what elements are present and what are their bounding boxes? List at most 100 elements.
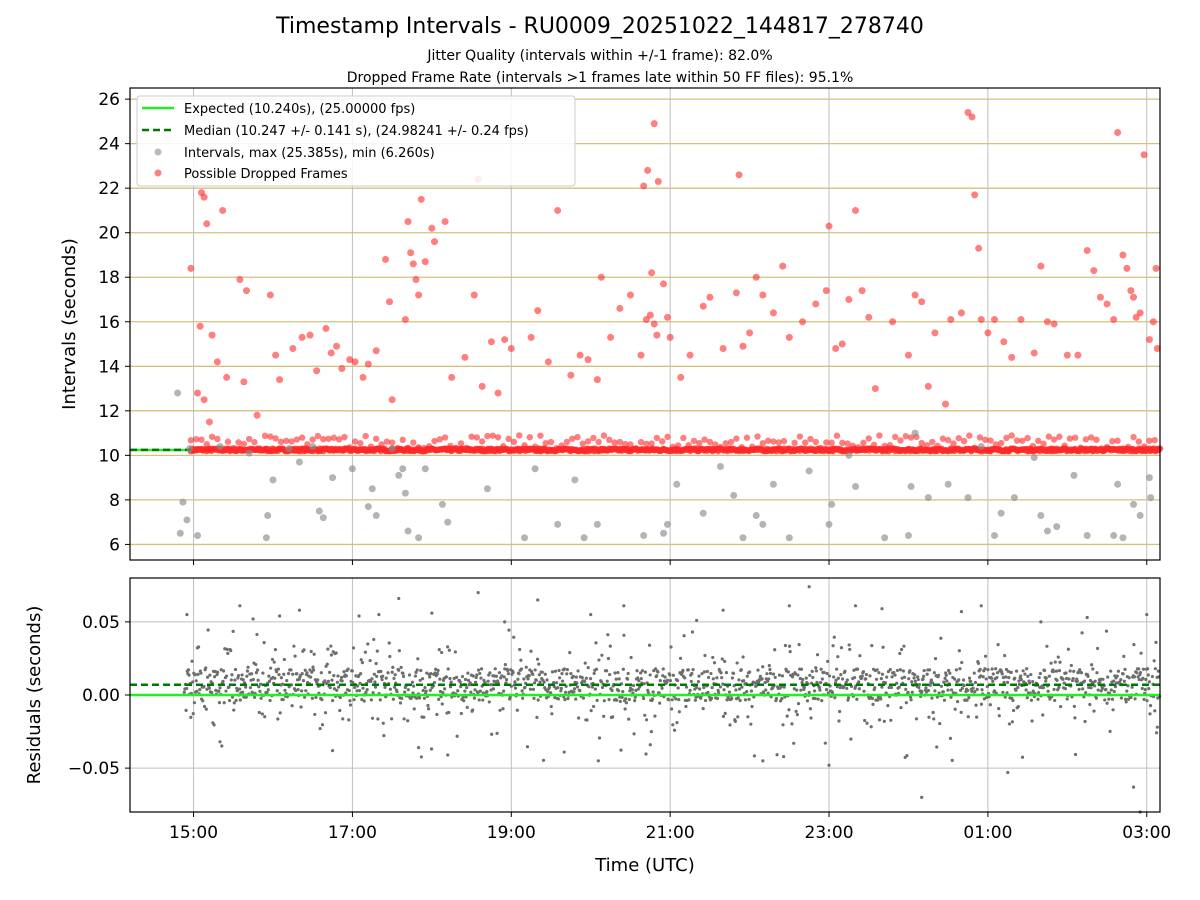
residual-point — [1146, 667, 1150, 671]
dropped-frame-point — [817, 444, 825, 452]
residual-point — [1108, 729, 1112, 733]
residual-point — [529, 649, 533, 653]
residual-point — [920, 795, 924, 799]
residual-point — [397, 596, 401, 601]
residual-point — [535, 657, 540, 661]
interval-point — [176, 529, 184, 537]
residual-point — [236, 674, 241, 678]
residual-point — [857, 680, 861, 684]
dropped-frame-point — [382, 255, 390, 263]
dropped-frame-point — [653, 434, 661, 442]
dropped-frame-point — [650, 120, 658, 128]
residual-point — [737, 678, 741, 682]
residual-point — [476, 668, 481, 672]
residual-point — [621, 689, 625, 694]
residual-point — [351, 680, 355, 685]
residual-point — [786, 670, 790, 674]
residual-point — [414, 670, 418, 674]
dropped-frame-point — [584, 356, 592, 364]
residual-point — [473, 688, 477, 692]
residual-point — [1083, 719, 1087, 724]
residual-point — [880, 607, 884, 611]
residual-point — [524, 665, 528, 669]
dropped-frame-point — [780, 437, 788, 445]
residual-point — [465, 686, 469, 690]
residual-point — [820, 699, 824, 703]
residual-point — [574, 697, 578, 701]
intervals-y-tick-label: 16 — [98, 313, 120, 333]
residual-point — [304, 689, 308, 693]
dropped-frame-point — [886, 442, 894, 449]
residual-point — [600, 685, 605, 690]
dropped-frame-point — [739, 342, 747, 350]
residual-point — [390, 717, 394, 721]
residual-point — [1143, 688, 1147, 692]
residual-point — [340, 679, 344, 683]
residual-point — [502, 675, 506, 679]
residual-point — [826, 659, 830, 663]
dropped-frame-point — [1145, 336, 1153, 344]
residual-point — [193, 673, 197, 677]
interval-point — [964, 494, 972, 502]
residual-point — [388, 654, 392, 659]
residual-point — [332, 687, 337, 691]
dropped-frame-point — [833, 432, 841, 439]
interval-point — [785, 534, 793, 542]
residual-point — [653, 714, 657, 718]
residual-point — [293, 654, 297, 658]
residual-point — [1089, 686, 1093, 690]
dropped-frame-point — [1140, 443, 1148, 450]
residual-point — [500, 674, 504, 678]
residual-point — [1154, 731, 1159, 735]
dropped-frame-point — [1096, 293, 1104, 301]
residual-point — [913, 679, 917, 683]
dropped-frame-point — [373, 435, 380, 443]
dropped-frame-point — [664, 313, 672, 321]
residual-point — [799, 688, 803, 692]
dropped-frame-point — [309, 436, 316, 443]
residual-point — [687, 698, 691, 702]
residual-point — [817, 686, 821, 690]
interval-point — [571, 476, 579, 484]
interval-point — [825, 520, 833, 528]
dropped-frame-point — [934, 442, 941, 450]
residual-point — [259, 696, 263, 700]
dropped-frame-point — [346, 356, 354, 364]
residual-point — [1081, 687, 1085, 691]
residual-point — [684, 685, 689, 689]
residual-point — [722, 688, 726, 692]
residual-point — [683, 676, 687, 680]
residual-point — [227, 698, 232, 703]
residual-point — [528, 687, 533, 691]
dropped-frame-point — [563, 438, 571, 446]
residual-point — [437, 697, 441, 701]
residual-point — [357, 614, 361, 618]
residual-point — [643, 670, 647, 674]
residual-point — [982, 697, 986, 701]
residual-point — [1136, 675, 1140, 679]
interval-point — [368, 485, 376, 493]
residual-point — [425, 671, 429, 675]
interval-point — [319, 514, 327, 522]
residual-point — [684, 704, 688, 709]
dropped-frame-point — [1119, 251, 1127, 259]
residual-point — [1001, 690, 1005, 694]
dropped-frame-point — [441, 434, 449, 441]
residual-point — [472, 696, 477, 700]
residual-point — [926, 688, 930, 693]
dropped-frame-point — [971, 191, 979, 199]
residual-point — [400, 696, 404, 700]
residual-point — [1061, 677, 1065, 681]
residual-point — [1020, 755, 1025, 759]
residual-point — [531, 687, 535, 691]
dropped-frame-point — [892, 433, 899, 441]
residual-point — [469, 690, 473, 694]
residual-point — [948, 671, 952, 675]
legend-intervals-label: Intervals, max (25.385s), min (6.260s) — [184, 146, 435, 161]
dropped-frame-point — [478, 438, 486, 445]
residual-point — [773, 648, 777, 652]
residual-point — [805, 699, 810, 703]
residual-point — [644, 718, 649, 722]
residual-point — [1092, 709, 1096, 713]
residual-point — [1073, 752, 1078, 757]
